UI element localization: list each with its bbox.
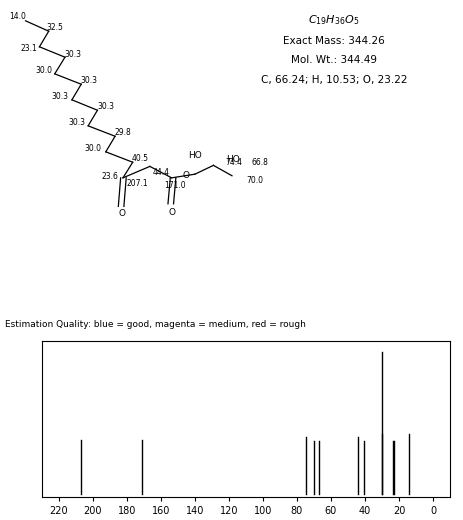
Text: 30.3: 30.3	[65, 50, 81, 59]
Text: 171.0: 171.0	[164, 181, 186, 190]
Text: Exact Mass: 344.26: Exact Mass: 344.26	[282, 36, 384, 46]
Text: HO: HO	[188, 151, 201, 161]
Text: Estimation Quality: blue = good, magenta = medium, red = rough: Estimation Quality: blue = good, magenta…	[5, 320, 305, 329]
Text: 66.8: 66.8	[251, 158, 268, 167]
Text: 30.0: 30.0	[36, 66, 52, 75]
Text: 14.0: 14.0	[9, 12, 26, 21]
Text: 30.3: 30.3	[97, 101, 114, 111]
Text: 30.3: 30.3	[52, 92, 69, 101]
Text: 207.1: 207.1	[126, 178, 148, 188]
Text: 30.3: 30.3	[68, 118, 85, 127]
Text: 30.0: 30.0	[84, 144, 101, 153]
Text: O: O	[168, 208, 175, 217]
Text: 44.4: 44.4	[153, 168, 169, 177]
Text: 32.5: 32.5	[46, 22, 63, 32]
Text: O: O	[118, 209, 125, 218]
Text: 23.1: 23.1	[21, 44, 38, 53]
Text: $C_{19}H_{36}O_5$: $C_{19}H_{36}O_5$	[307, 13, 359, 27]
Text: 23.6: 23.6	[102, 172, 119, 181]
Text: 70.0: 70.0	[245, 176, 263, 186]
Text: 30.3: 30.3	[81, 76, 97, 85]
Text: 29.8: 29.8	[114, 128, 131, 137]
Text: 74.4: 74.4	[225, 158, 242, 167]
Text: O: O	[181, 171, 189, 180]
Text: 40.5: 40.5	[131, 154, 148, 163]
Text: C, 66.24; H, 10.53; O, 23.22: C, 66.24; H, 10.53; O, 23.22	[260, 75, 407, 85]
Text: HO: HO	[226, 154, 240, 164]
Text: Mol. Wt.: 344.49: Mol. Wt.: 344.49	[290, 55, 376, 64]
